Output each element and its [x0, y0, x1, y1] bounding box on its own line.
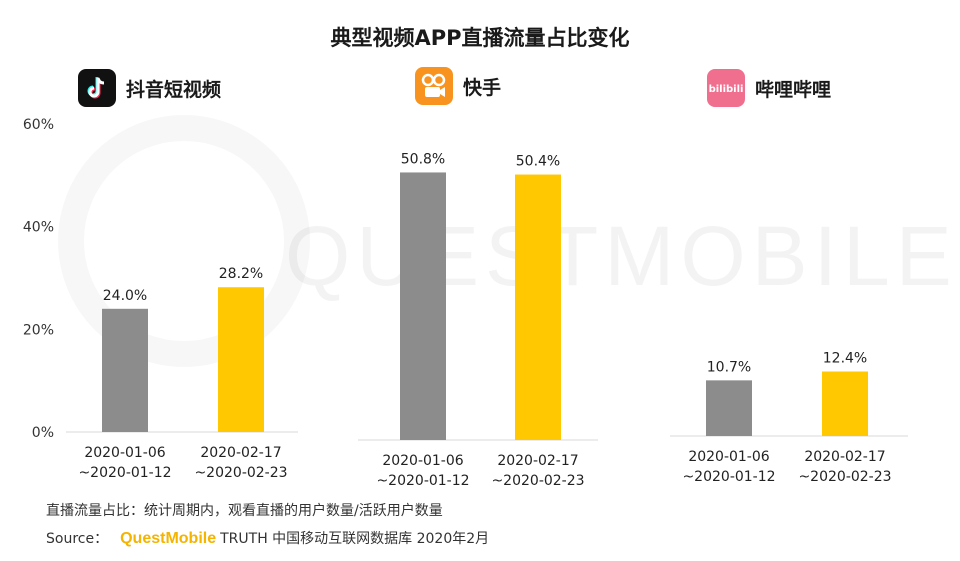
bar [822, 371, 868, 436]
x-tick-label: ~2020-02-23 [194, 465, 287, 481]
app-name: 抖音短视频 [126, 78, 222, 101]
x-tick-label: 2020-01-06 [84, 445, 165, 461]
app-name: 哔哩哔哩 [755, 78, 832, 101]
y-tick-label: 40% [23, 220, 54, 236]
x-tick-label: 2020-02-17 [497, 453, 578, 469]
svg-text:bilibili: bilibili [709, 84, 743, 95]
data-label: 10.7% [707, 359, 751, 375]
data-label: 50.4% [516, 154, 560, 170]
x-tick-label: ~2020-01-12 [78, 465, 171, 481]
y-tick-label: 0% [32, 425, 54, 441]
tiktok-logo-icon [78, 69, 116, 107]
footnote: 直播流量占比：统计周期内，观看直播的用户数量/活跃用户数量 [46, 503, 443, 519]
x-tick-label: ~2020-01-12 [376, 473, 469, 489]
app-header-kuaishou: 快手 [415, 66, 501, 106]
x-tick-label: 2020-01-06 [382, 453, 463, 469]
source-line: Source： QuestMobile TRUTH 中国移动互联网数据库 202… [46, 528, 489, 548]
data-label: 28.2% [219, 266, 263, 282]
data-label: 24.0% [103, 288, 147, 304]
bar [400, 172, 446, 440]
data-label: 12.4% [823, 351, 867, 367]
x-tick-label: ~2020-02-23 [798, 469, 891, 485]
kuaishou-logo-icon [415, 67, 453, 105]
bar [515, 174, 561, 440]
watermark: QUESTMOBILE [285, 208, 958, 305]
x-tick-label: ~2020-01-12 [682, 469, 775, 485]
y-tick-label: 20% [23, 322, 54, 338]
source-label: Source： [46, 531, 109, 547]
bilibili-logo-icon: bilibili [707, 69, 745, 107]
bar [218, 287, 264, 432]
x-tick-label: 2020-02-17 [804, 449, 885, 465]
source-brand: QuestMobile [120, 530, 217, 547]
chart-title: 典型视频APP直播流量占比变化 [330, 26, 630, 50]
y-tick-label: 60% [23, 117, 54, 133]
bar [102, 308, 148, 432]
source-detail: TRUTH 中国移动互联网数据库 2020年2月 [220, 531, 490, 547]
bar [706, 380, 752, 436]
x-tick-label: 2020-02-17 [200, 445, 281, 461]
x-tick-label: ~2020-02-23 [491, 473, 584, 489]
app-header-bilibili: bilibili 哔哩哔哩 [707, 68, 831, 108]
data-label: 50.8% [401, 151, 445, 167]
app-header-douyin: 抖音短视频 [78, 68, 221, 108]
x-tick-label: 2020-01-06 [688, 449, 769, 465]
app-name: 快手 [463, 76, 502, 99]
